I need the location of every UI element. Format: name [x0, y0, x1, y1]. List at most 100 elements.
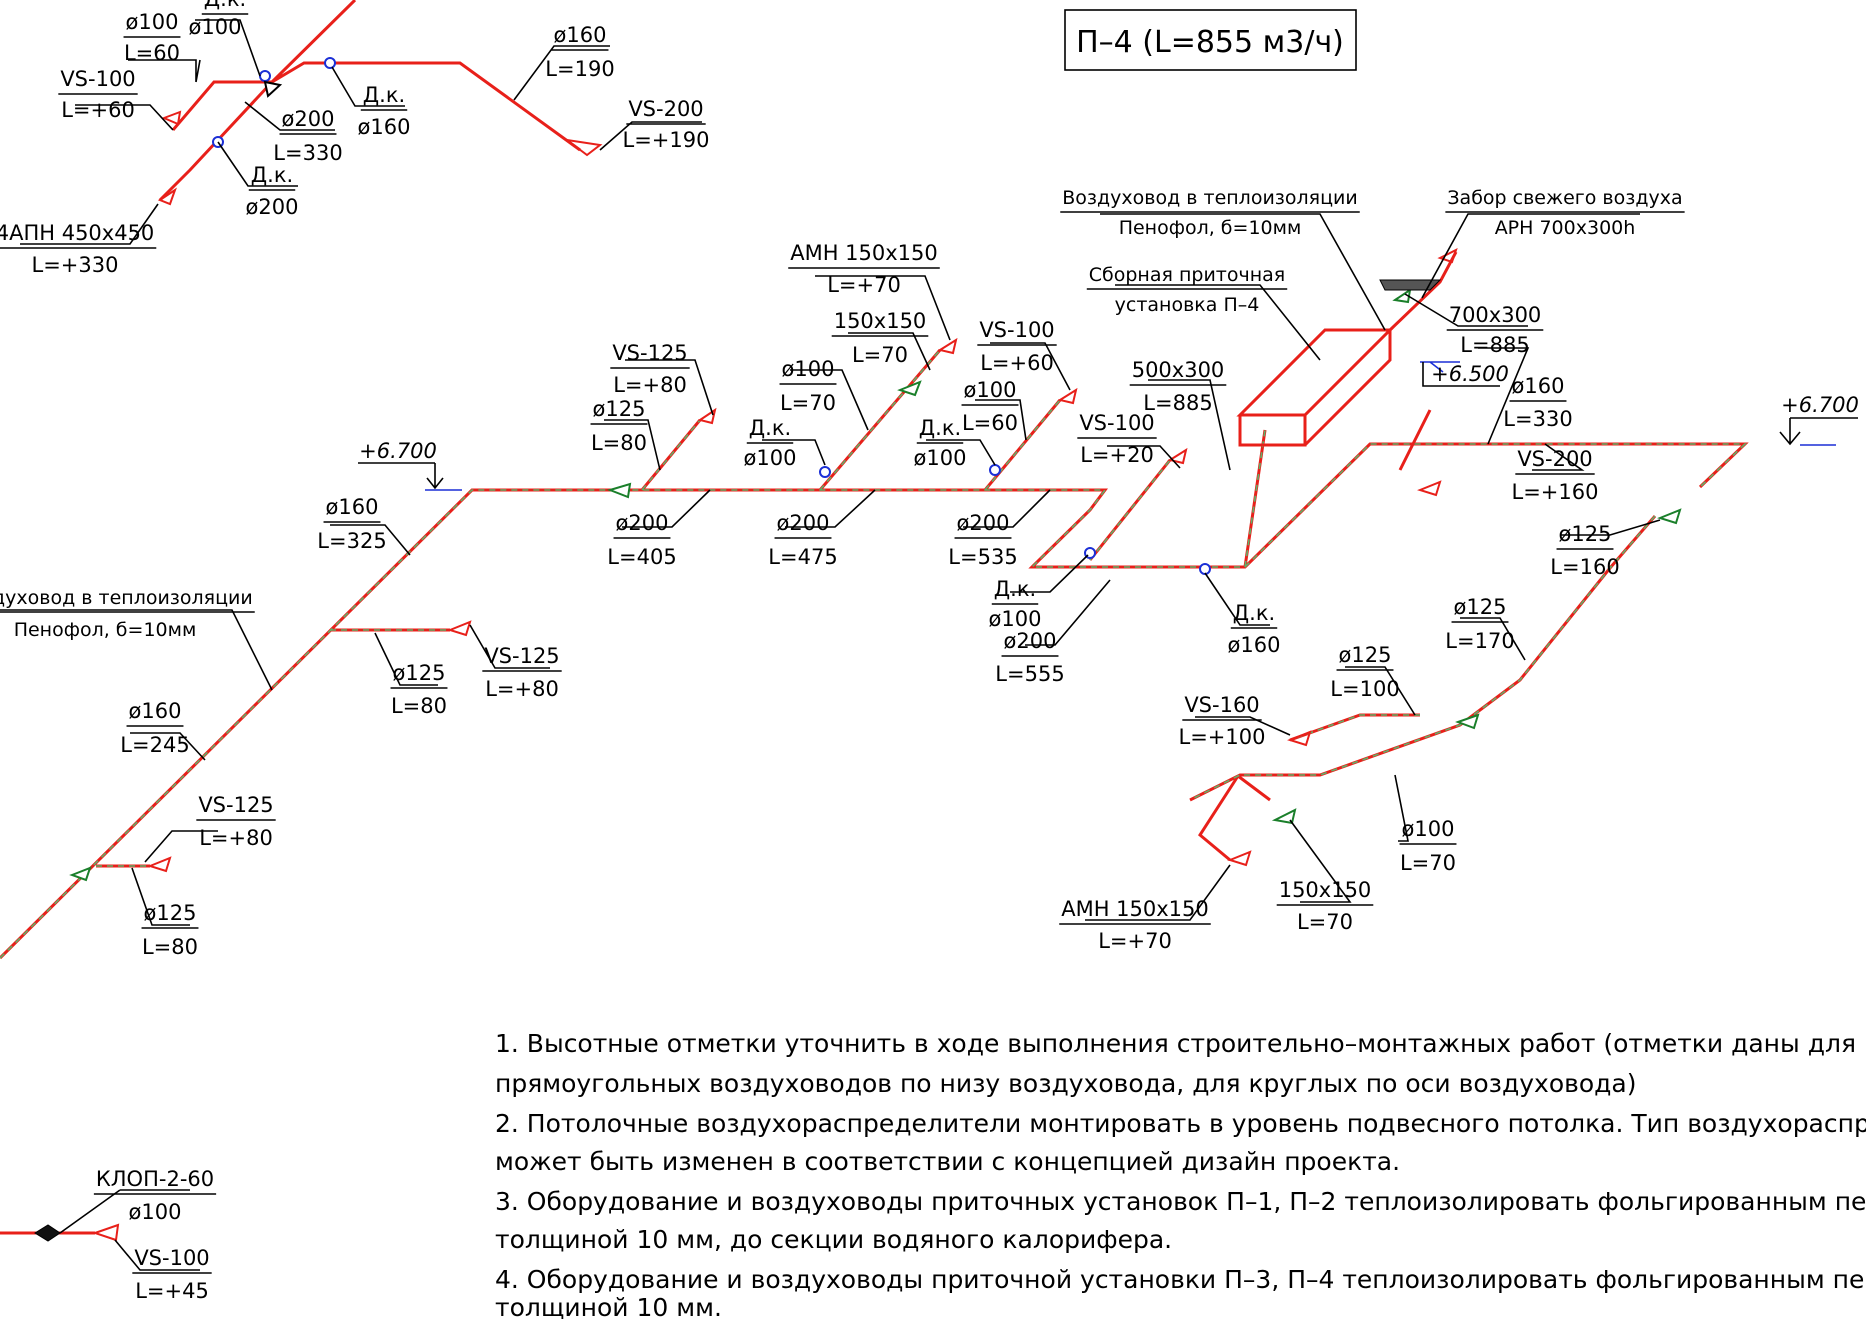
- svg-text:VS-100: VS-100: [60, 67, 135, 91]
- label-b1: Воздуховод в теплоизоляции Пенофол, б=10…: [1060, 187, 1360, 239]
- svg-text:+6.700: +6.700: [1781, 393, 1859, 417]
- svg-text:L=+80: L=+80: [199, 826, 273, 850]
- label-c3: VS-100 L=+60: [977, 318, 1057, 375]
- svg-text:L=245: L=245: [120, 733, 189, 757]
- label-f1: КЛОП-2-60 ø100: [93, 1167, 217, 1224]
- label-d3: ø125 L=80: [390, 661, 448, 718]
- elevation-mark-3: +6.700: [1779, 393, 1859, 446]
- svg-text:VS-100: VS-100: [1079, 411, 1154, 435]
- svg-text:VS-160: VS-160: [1184, 693, 1259, 717]
- svg-text:ø100: ø100: [989, 607, 1042, 631]
- svg-text:Пенофол, б=10мм: Пенофол, б=10мм: [14, 619, 197, 641]
- duct-labels: ø100 L=60 Д.к. ø100 VS-100 L=+60 ø160 L=…: [0, 0, 1685, 1303]
- svg-text:L=+190: L=+190: [623, 128, 710, 152]
- svg-text:ø125: ø125: [1339, 643, 1392, 667]
- label-d2: Воздуховод в теплоизоляции Пенофол, б=10…: [0, 587, 255, 641]
- svg-text:L=+160: L=+160: [1512, 480, 1599, 504]
- svg-text:ø125: ø125: [593, 397, 646, 421]
- svg-text:700х300: 700х300: [1449, 303, 1542, 327]
- svg-text:ø200: ø200: [282, 107, 335, 131]
- svg-text:L=80: L=80: [142, 935, 198, 959]
- svg-text:L=+100: L=+100: [1179, 725, 1266, 749]
- label-a6: Д.к. ø160: [358, 83, 411, 139]
- svg-text:150х150: 150х150: [1279, 878, 1372, 902]
- svg-text:ø160: ø160: [1512, 374, 1565, 398]
- label-e3: ø125 L=160: [1550, 522, 1619, 579]
- svg-text:VS-200: VS-200: [628, 97, 703, 121]
- svg-text:L=+70: L=+70: [1098, 929, 1172, 953]
- svg-text:L=60: L=60: [124, 41, 180, 65]
- note-line-2: прямоугольных воздуховодов по низу возду…: [495, 1069, 1637, 1098]
- svg-text:Д.к.: Д.к.: [363, 83, 405, 107]
- svg-text:ø100: ø100: [782, 357, 835, 381]
- label-c12: ø200 L=475: [768, 511, 837, 569]
- label-a8: Д.к. ø200: [246, 163, 299, 219]
- svg-text:ø125: ø125: [144, 901, 197, 925]
- note-line-3: 2. Потолочные воздухораспределители монт…: [495, 1109, 1866, 1138]
- note-line-5: 3. Оборудование и воздуховоды приточных …: [495, 1187, 1866, 1216]
- svg-text:Д.к.: Д.к.: [749, 416, 791, 440]
- svg-text:L=190: L=190: [545, 57, 614, 81]
- svg-text:+6.700: +6.700: [359, 439, 437, 463]
- svg-text:Д.к.: Д.к.: [994, 577, 1036, 601]
- svg-text:+6.500: +6.500: [1431, 362, 1509, 386]
- svg-text:VS-200: VS-200: [1517, 447, 1592, 471]
- note-line-6: толщиной 10 мм, до секции водяного калор…: [495, 1225, 1172, 1254]
- svg-text:L=60: L=60: [962, 411, 1018, 435]
- title-text: П–4 (L=855 м3/ч): [1076, 25, 1344, 60]
- svg-text:L=535: L=535: [948, 545, 1017, 569]
- svg-text:ø100: ø100: [126, 10, 179, 34]
- svg-text:Воздуховод в теплоизоляции: Воздуховод в теплоизоляции: [1062, 187, 1357, 209]
- label-d1: ø160 L=325: [317, 495, 386, 553]
- label-c6: ø100 L=70: [779, 357, 837, 415]
- label-b5: 500х300 L=885: [1129, 358, 1227, 415]
- label-c1: АМН 150х150 L=+70: [788, 241, 940, 297]
- svg-text:L=80: L=80: [591, 431, 647, 455]
- svg-text:ø100: ø100: [1402, 817, 1455, 841]
- label-c11: ø200 L=405: [607, 511, 676, 569]
- label-a7: VS-200 L=+190: [623, 97, 710, 152]
- svg-text:L=885: L=885: [1460, 333, 1529, 357]
- svg-text:L=160: L=160: [1550, 555, 1619, 579]
- svg-text:L=70: L=70: [780, 391, 836, 415]
- label-d7: ø125 L=80: [141, 901, 199, 959]
- svg-text:VS-125: VS-125: [198, 793, 273, 817]
- leaders: [0, 19, 1661, 1271]
- note-line-1: 1. Высотные отметки уточнить в ходе выпо…: [495, 1029, 1856, 1058]
- label-e5: ø125 L=100: [1330, 643, 1399, 701]
- label-b4: 700х300 L=885: [1446, 303, 1544, 357]
- svg-text:4АПН 450х450: 4АПН 450х450: [0, 221, 154, 245]
- elevation-marks: +6.700 +6.500 +6.700: [358, 362, 1859, 490]
- label-c9: Д.к. ø100: [914, 416, 967, 470]
- label-c10: VS-100 L=+20: [1077, 411, 1157, 467]
- label-c8: ø100 L=60: [961, 378, 1019, 435]
- svg-text:ø100: ø100: [744, 446, 797, 470]
- svg-text:ø160: ø160: [326, 495, 379, 519]
- svg-text:Д.к.: Д.к.: [251, 163, 293, 187]
- svg-text:L=+20: L=+20: [1080, 443, 1154, 467]
- svg-text:L=+80: L=+80: [485, 677, 559, 701]
- note-line-7: 4. Оборудование и воздуховоды приточной …: [495, 1265, 1866, 1294]
- label-a5: ø200 L=330: [273, 107, 342, 165]
- label-c5: ø125 L=80: [590, 397, 648, 455]
- label-e7: ø100 L=70: [1399, 817, 1457, 875]
- svg-text:ø200: ø200: [777, 511, 830, 535]
- svg-text:АРН 700х300h: АРН 700х300h: [1495, 217, 1636, 239]
- svg-text:L=70: L=70: [1400, 851, 1456, 875]
- svg-text:L=555: L=555: [995, 662, 1064, 686]
- svg-text:ø160: ø160: [554, 23, 607, 47]
- svg-text:L=+330: L=+330: [32, 253, 119, 277]
- svg-text:КЛОП-2-60: КЛОП-2-60: [96, 1167, 214, 1191]
- svg-text:L=80: L=80: [391, 694, 447, 718]
- label-e4: ø125 L=170: [1445, 595, 1514, 653]
- label-c7: Д.к. ø100: [744, 416, 797, 470]
- svg-text:ø100: ø100: [914, 446, 967, 470]
- label-e6: VS-160 L=+100: [1179, 693, 1266, 749]
- svg-text:ø125: ø125: [393, 661, 446, 685]
- label-e9: АМН 150х150 L=+70: [1059, 897, 1211, 953]
- svg-text:Забор свежего воздуха: Забор свежего воздуха: [1447, 187, 1682, 209]
- svg-text:L=325: L=325: [317, 529, 386, 553]
- label-e8: 150х150 L=70: [1276, 878, 1374, 934]
- label-c14: Д.к. ø100: [989, 577, 1042, 631]
